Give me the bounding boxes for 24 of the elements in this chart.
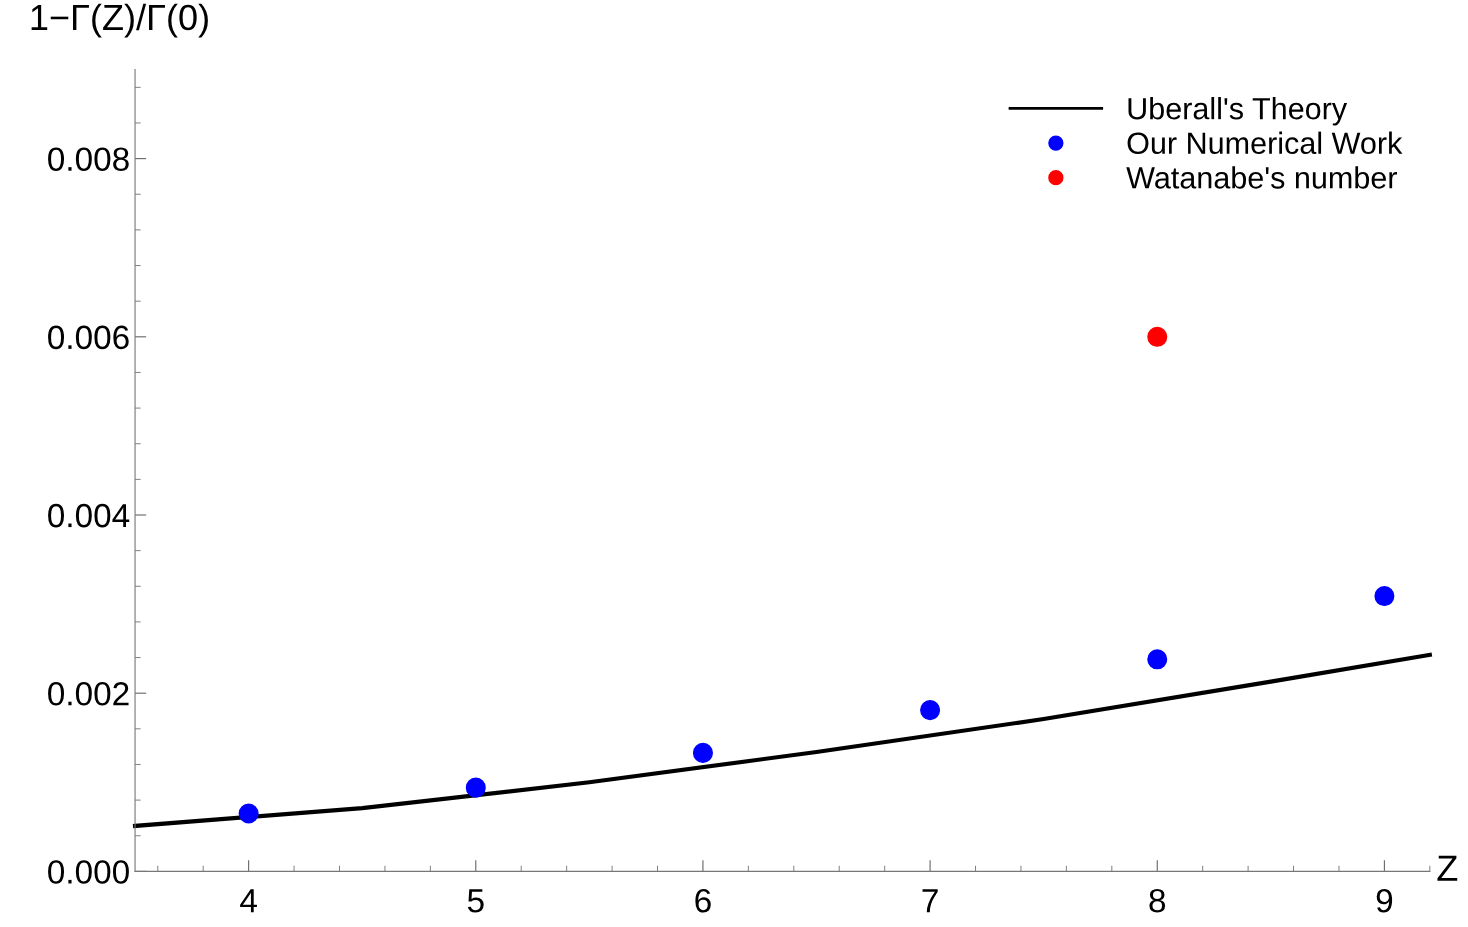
y-tick-label: 0.002 [48,681,129,706]
y-tick-label: 0.004 [48,503,130,528]
point [1147,649,1168,670]
point [1147,326,1168,347]
y-tick-label: 0.008 [48,147,129,172]
x-tick-label: 5 [467,889,484,913]
point [920,700,941,721]
point [1374,586,1395,607]
legend-label: Our Numerical Work [1127,131,1403,155]
x-tick-label: 4 [240,889,257,913]
x-tick-label: 9 [1376,888,1393,913]
point [465,777,486,798]
point [238,803,259,824]
y-tick-label: 0.006 [48,325,129,350]
y-axis-title: 1−Γ(Z)/Γ(0) [31,3,208,38]
x-tick-label: 6 [695,888,711,913]
y-tick-label: 0.000 [48,860,129,884]
x-tick-label: 7 [922,889,938,913]
line-series [132,652,1432,829]
x-axis-title: Z [1437,855,1458,881]
legend-label: Watanabe's number [1126,166,1397,189]
x-tick-label: 8 [1149,888,1166,913]
legend-label: Uberall's Theory [1128,97,1348,126]
point [692,742,713,763]
